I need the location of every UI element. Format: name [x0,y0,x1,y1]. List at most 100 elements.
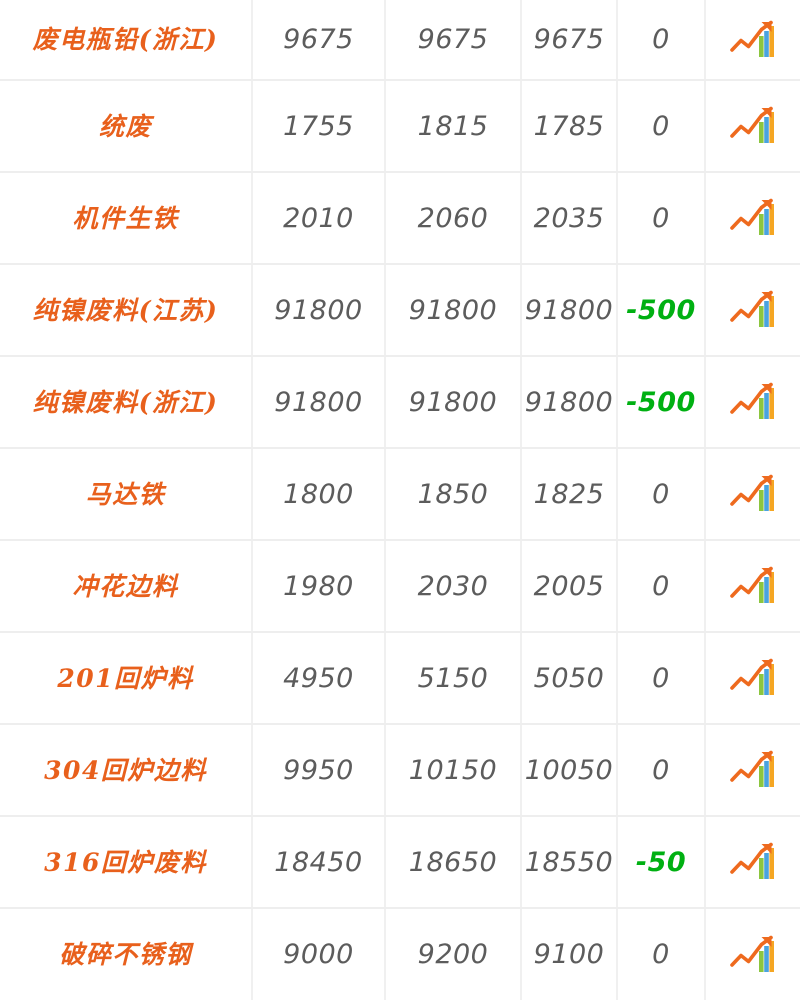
cell-high-price: 2060 [385,172,522,265]
cell-low-price: 4950 [252,632,386,725]
cell-average-price: 1785 [521,80,618,173]
trend-up-chart-icon[interactable] [706,566,800,606]
price-change-text: 0 [652,754,670,786]
low-price-text: 9950 [283,754,354,786]
cell-trend[interactable] [705,816,800,909]
cell-average-price: 1825 [521,448,618,541]
cell-material-name: 废电瓶铅(浙江) [0,0,253,81]
cell-high-price: 1850 [385,448,522,541]
trend-up-chart-icon[interactable] [706,20,800,60]
average-price-text: 5050 [533,662,605,694]
cell-trend[interactable] [705,908,800,1000]
cell-low-price: 91800 [252,264,386,357]
price-change-text: 0 [652,939,670,970]
table-row[interactable]: 统废 1755 1815 1785 0 [0,80,800,173]
table-row[interactable]: 纯镍废料(江苏) 91800 91800 91800 -500 [0,264,800,357]
cell-trend[interactable] [705,264,800,357]
low-price-text: 2010 [283,202,354,234]
cell-material-name: 破碎不锈钢 [0,908,253,1000]
trend-up-chart-icon[interactable] [706,106,800,146]
high-price-text: 91800 [408,294,498,326]
table-row[interactable]: 316回炉废料 18450 18650 18550 -50 [0,816,800,909]
cell-high-price: 5150 [385,632,522,725]
cell-low-price: 9950 [252,724,386,817]
material-name-text: 废电瓶铅(浙江) [32,25,219,54]
high-price-text: 2060 [417,202,489,234]
low-price-text: 1755 [283,110,354,142]
cell-material-name: 冲花边料 [0,540,253,633]
cell-high-price: 2030 [385,540,522,633]
cell-trend[interactable] [705,540,800,633]
cell-price-change: 0 [617,724,706,817]
table-row[interactable]: 201回炉料 4950 5150 5050 0 [0,632,800,725]
average-price-text: 91800 [524,386,614,418]
cell-trend[interactable] [705,448,800,541]
cell-material-name: 201回炉料 [0,632,253,725]
cell-low-price: 9000 [252,908,386,1000]
table-row[interactable]: 304回炉边料 9950 10150 10050 0 [0,724,800,817]
material-name-text: 纯镍废料(江苏) [32,295,219,325]
table-row[interactable]: 废电瓶铅(浙江) 9675 9675 9675 0 [0,0,800,81]
high-price-text: 18650 [408,846,498,878]
cell-low-price: 2010 [252,172,386,265]
price-change-text: 0 [652,202,670,234]
trend-up-chart-icon[interactable] [706,658,800,698]
cell-trend[interactable] [705,632,800,725]
material-name-text: 201回炉料 [57,663,194,693]
cell-low-price: 18450 [252,816,386,909]
table-row[interactable]: 冲花边料 1980 2030 2005 0 [0,540,800,633]
high-price-text: 9675 [417,24,489,55]
price-change-text: -500 [626,294,696,326]
cell-average-price: 18550 [521,816,618,909]
trend-up-chart-icon[interactable] [706,750,800,790]
cell-trend[interactable] [705,724,800,817]
cell-average-price: 9675 [521,0,618,81]
cell-high-price: 91800 [385,356,522,449]
table-row[interactable]: 马达铁 1800 1850 1825 0 [0,448,800,541]
cell-trend[interactable] [705,0,800,81]
trend-up-chart-icon[interactable] [706,382,800,422]
cell-price-change: -500 [617,264,706,357]
cell-material-name: 机件生铁 [0,172,253,265]
cell-trend[interactable] [705,356,800,449]
average-price-text: 91800 [524,294,614,326]
table-row[interactable]: 纯镍废料(浙江) 91800 91800 91800 -500 [0,356,800,449]
cell-material-name: 马达铁 [0,448,253,541]
cell-low-price: 1980 [252,540,386,633]
cell-price-change: 0 [617,448,706,541]
price-change-text: 0 [652,662,670,694]
high-price-text: 1850 [417,478,489,510]
average-price-text: 18550 [524,846,614,878]
price-change-text: -50 [635,846,687,878]
trend-up-chart-icon[interactable] [706,842,800,882]
cell-high-price: 18650 [385,816,522,909]
high-price-text: 2030 [417,570,489,602]
cell-trend[interactable] [705,172,800,265]
cell-high-price: 10150 [385,724,522,817]
average-price-text: 9100 [533,939,605,970]
cell-trend[interactable] [705,80,800,173]
cell-material-name: 316回炉废料 [0,816,253,909]
cell-price-change: -500 [617,356,706,449]
cell-high-price: 9200 [385,908,522,1000]
table-row[interactable]: 破碎不锈钢 9000 9200 9100 0 [0,908,800,1000]
trend-up-chart-icon[interactable] [706,935,800,975]
trend-up-chart-icon[interactable] [706,290,800,330]
average-price-text: 1785 [533,110,605,142]
material-name-text: 破碎不锈钢 [59,940,192,969]
low-price-text: 1980 [283,570,354,602]
material-name-text: 机件生铁 [72,203,179,233]
trend-up-chart-icon[interactable] [706,198,800,238]
price-change-text: -500 [626,386,696,418]
table-row[interactable]: 机件生铁 2010 2060 2035 0 [0,172,800,265]
average-price-text: 10050 [524,754,614,786]
trend-up-chart-icon[interactable] [706,474,800,514]
cell-average-price: 5050 [521,632,618,725]
average-price-text: 2035 [533,202,605,234]
cell-average-price: 91800 [521,264,618,357]
price-change-text: 0 [652,570,670,602]
cell-low-price: 9675 [252,0,386,81]
cell-low-price: 1800 [252,448,386,541]
low-price-text: 1800 [283,478,354,510]
